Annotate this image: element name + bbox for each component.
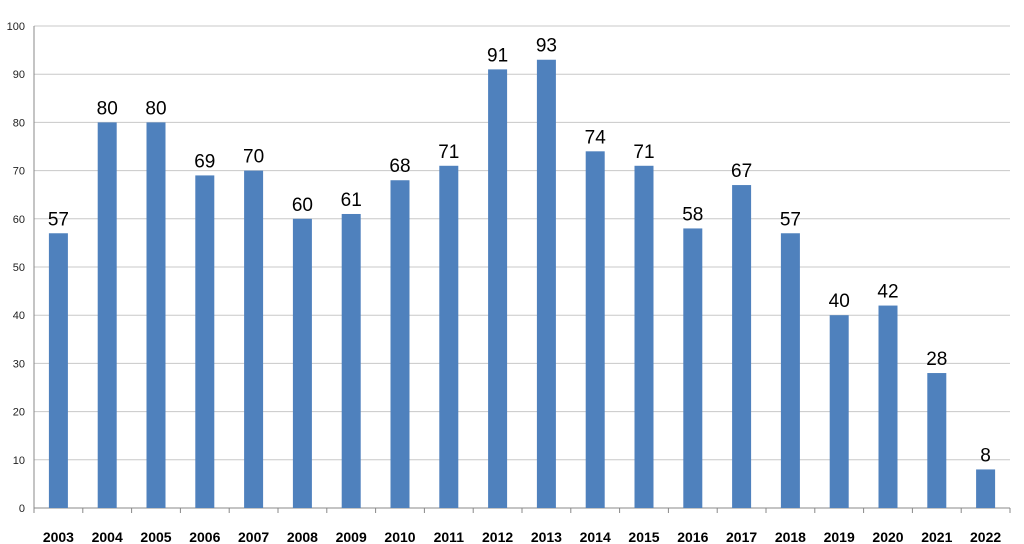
axes [33, 26, 1011, 513]
bar-2011 [439, 165, 459, 508]
data-label-2020: 42 [877, 282, 898, 303]
data-label-2009: 61 [341, 190, 362, 211]
x-tick-label-2006: 2006 [189, 529, 220, 544]
x-tick-label-2017: 2017 [726, 529, 757, 544]
data-label-2004: 80 [97, 98, 118, 119]
y-tick-label: 0 [19, 503, 25, 515]
x-tick-label-2020: 2020 [872, 529, 903, 544]
y-tick-label: 70 [13, 166, 25, 178]
data-label-2015: 71 [633, 142, 654, 163]
bar-2008 [292, 218, 312, 509]
bar-2005 [146, 122, 166, 509]
y-tick-label: 90 [13, 69, 25, 81]
data-label-2014: 74 [585, 127, 607, 148]
bar-2012 [488, 69, 508, 508]
data-label-2022: 8 [980, 445, 991, 466]
data-labels: 57 80 80 69 70 60 61 68 71 91 93 74 71 58 67 57 40 42 28 8 [48, 36, 991, 467]
gridlines [34, 25, 1010, 461]
x-tick-label-2016: 2016 [677, 529, 708, 544]
x-tick-label-2018: 2018 [775, 529, 806, 544]
y-tick-label: 40 [13, 310, 25, 322]
x-tick-label-2019: 2019 [824, 529, 855, 544]
data-label-2017: 67 [731, 161, 752, 182]
x-tick-label-2022: 2022 [970, 529, 1001, 544]
data-label-2011: 71 [438, 142, 459, 163]
data-label-2006: 69 [194, 151, 215, 172]
bar-2010 [390, 180, 410, 509]
y-tick-label: 30 [13, 358, 25, 370]
y-tick-label: 10 [13, 455, 25, 467]
data-label-2007: 70 [243, 147, 264, 168]
bar-2018 [780, 233, 800, 508]
x-tick-label-2015: 2015 [628, 529, 659, 544]
bars [48, 59, 996, 509]
bar-2013 [536, 59, 556, 509]
x-tick-label-2003: 2003 [43, 529, 74, 544]
data-label-2003: 57 [48, 209, 69, 230]
bar-2003 [48, 233, 68, 508]
bar-2004 [97, 122, 117, 509]
bar-2020 [878, 305, 898, 508]
data-label-2008: 60 [292, 195, 313, 216]
data-label-2013: 93 [536, 36, 557, 57]
bar-2022 [976, 469, 996, 508]
data-label-2021: 28 [926, 349, 947, 370]
x-axis-ticks: 2003 2004 2005 2006 2007 2008 2009 2010 2011 2012… [43, 529, 1002, 544]
bar-2017 [732, 185, 752, 508]
y-tick-label: 100 [7, 21, 25, 33]
x-tick-label-2010: 2010 [384, 529, 415, 544]
x-tick-label-2004: 2004 [92, 529, 123, 544]
bar-2015 [634, 165, 654, 508]
data-label-2005: 80 [145, 98, 166, 119]
bar-2007 [244, 170, 264, 508]
x-tick-label-2021: 2021 [921, 529, 952, 544]
bar-2009 [341, 213, 361, 509]
data-label-2012: 91 [487, 45, 508, 66]
x-tick-label-2009: 2009 [336, 529, 367, 544]
x-tick-label-2014: 2014 [580, 529, 611, 544]
data-label-2016: 58 [682, 204, 703, 225]
bar-2019 [829, 315, 849, 508]
y-axis-ticks: 0 10 20 30 40 50 60 70 80 90 100 [7, 21, 25, 515]
data-label-2018: 57 [780, 209, 801, 230]
x-tick-label-2013: 2013 [531, 529, 562, 544]
bar-2016 [683, 228, 703, 508]
x-tick-label-2007: 2007 [238, 529, 269, 544]
data-label-2019: 40 [829, 291, 850, 312]
bar-2014 [585, 151, 605, 508]
data-label-2010: 68 [389, 156, 410, 177]
x-tick-label-2008: 2008 [287, 529, 318, 544]
bar-2021 [927, 373, 947, 508]
x-tick-label-2012: 2012 [482, 529, 513, 544]
y-tick-label: 20 [13, 407, 25, 419]
y-tick-label: 50 [13, 262, 25, 274]
y-tick-label: 60 [13, 214, 25, 226]
x-tick-label-2011: 2011 [434, 529, 465, 544]
x-tick-label-2005: 2005 [140, 529, 171, 544]
bar-2006 [195, 175, 215, 509]
y-tick-label: 80 [13, 117, 25, 129]
